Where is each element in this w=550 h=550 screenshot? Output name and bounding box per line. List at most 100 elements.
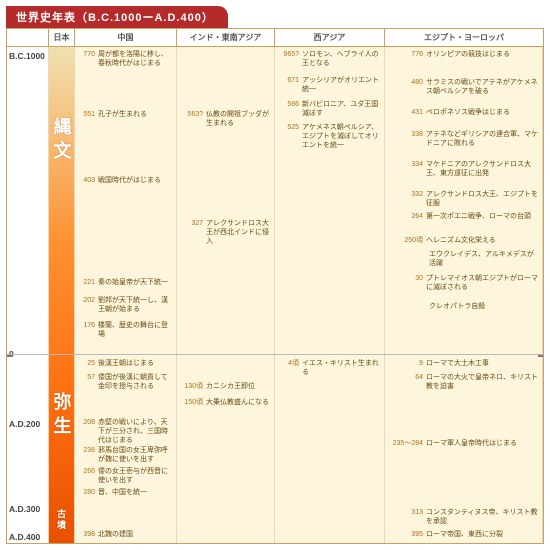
event-text: カニシカ王即位 — [206, 383, 255, 392]
event-year: 563? — [179, 111, 203, 129]
event-text: ソロモン、ヘブライ人の王となる — [302, 51, 382, 69]
event: 202劉邦が天下統一し、漢王朝が始まる — [77, 297, 174, 315]
event-text: サラミスの戦いでアテネがアケメネス朝ペルシアを破る — [426, 79, 540, 97]
event-text: ヘレニズム文化栄える — [426, 237, 496, 246]
hdr-egypt: エジプト・ヨーロッパ — [385, 29, 543, 46]
event-text: イエス・キリスト生まれる — [302, 360, 382, 378]
event-text: アレクサンドロス大王、エジプトを征服 — [426, 191, 540, 209]
event-year: 150頃 — [179, 399, 203, 408]
body-grid: B.C.10000A.D.200A.D.300A.D.400 縄文弥生古墳 77… — [7, 47, 543, 543]
event: 250頃ヘレニズム文化栄える — [387, 237, 540, 246]
event-year: 64 — [387, 374, 423, 392]
event-text: アテネなどギリシアの連合軍、マケドニアに敗れる — [426, 131, 540, 149]
event-text: 周が都を洛陽に移し、春秋時代がはじまる — [98, 51, 174, 69]
event-text: ペロポネソス戦争はじまる — [426, 109, 510, 118]
event-text: 第一次ポエニ戦争、ローマの台頭 — [426, 213, 531, 222]
event-year: 266 — [77, 468, 95, 486]
event-text: 仏教の開祖ブッダが生まれる — [206, 111, 272, 129]
event: 770周が都を洛陽に移し、春秋時代がはじまる — [77, 51, 174, 69]
event-text: 北魏の建国 — [98, 531, 133, 540]
event: 671アッシリアがオリエント統一 — [277, 77, 382, 95]
event: 130頃カニシカ王即位 — [179, 383, 272, 392]
event-year: 525 — [277, 124, 299, 150]
event-year: 671 — [277, 77, 299, 95]
hdr-japan: 日本 — [49, 29, 75, 46]
event: 332アレクサンドロス大王、エジプトを征服 — [387, 191, 540, 209]
event-year: 202 — [77, 297, 95, 315]
event-text: アッシリアがオリエント統一 — [302, 77, 382, 95]
event-text: クレオパトラ自殺 — [429, 303, 485, 312]
event-year: 280 — [77, 489, 95, 498]
event: 208赤壁の戦いにより、天下が三分され、三国時代はじまる — [77, 419, 174, 445]
event-year: 264 — [387, 213, 423, 222]
event-text: エウクレイデス、アルキメデスが活躍 — [429, 251, 540, 269]
year-marker: A.D.300 — [9, 504, 40, 514]
event: 338アテネなどギリシアの連合軍、マケドニアに敗れる — [387, 131, 540, 149]
event: 403戦国時代がはじまる — [77, 177, 174, 186]
event-year: 334 — [387, 161, 423, 179]
event: 480サラミスの戦いでアテネがアケメネス朝ペルシアを破る — [387, 79, 540, 97]
col-wasia: 965?ソロモン、ヘブライ人の王となる671アッシリアがオリエント統一586新バ… — [275, 47, 385, 543]
year-marker: A.D.400 — [9, 532, 40, 542]
event-year: 250頃 — [387, 237, 423, 246]
event-year: 431 — [387, 109, 423, 118]
event-year: 770 — [77, 51, 95, 69]
event-year: 965? — [277, 51, 299, 69]
event: 563?仏教の開祖ブッダが生まれる — [179, 111, 272, 129]
col-egypt: 776オリンピアの競技はじまる480サラミスの戦いでアテネがアケメネス朝ペルシア… — [385, 47, 543, 543]
col-china: 770周が都を洛陽に移し、春秋時代がはじまる 551孔子が生まれる 403戦国時代が… — [75, 47, 177, 543]
event: 30プトレマイオス朝エジプトがローマに滅ぼされる — [387, 275, 540, 293]
event-text: 新バビロニア、ユダ王国滅ぼす — [302, 101, 382, 119]
event: 334マケドニアのアレクサンドロス大王、東方遠征に出発 — [387, 161, 540, 179]
event-year: 30 — [387, 275, 423, 293]
event-text: マケドニアのアレクサンドロス大王、東方遠征に出発 — [426, 161, 540, 179]
event: 238邪馬台国の女王卑弥呼が魏に使いを出す — [77, 447, 174, 465]
event: 965?ソロモン、ヘブライ人の王となる — [277, 51, 382, 69]
event-text: ローマ軍人皇帝時代はじまる — [426, 440, 517, 449]
event-text: 孔子が生まれる — [98, 111, 147, 120]
hdr-india: インド・東南アジア — [177, 29, 275, 46]
event: 551孔子が生まれる — [77, 111, 174, 120]
event: 4頃イエス・キリスト生まれる — [277, 360, 382, 378]
event: 398北魏の建国 — [77, 531, 174, 540]
col-year: B.C.10000A.D.200A.D.300A.D.400 — [7, 47, 49, 543]
event-text: 楼蘭、歴史の舞台に登場 — [98, 322, 174, 340]
event-text: 晋、中国を統一 — [98, 489, 147, 498]
event-text: 劉邦が天下統一し、漢王朝が始まる — [98, 297, 174, 315]
event-year: 130頃 — [179, 383, 203, 392]
event: 57倭国が後漢に朝貢して金印を授与される — [77, 374, 174, 392]
event-year: 238 — [77, 447, 95, 465]
event-year: 403 — [77, 177, 95, 186]
event-text: ローマの大火で皇帝ネロ、キリスト教を迫害 — [426, 374, 540, 392]
event-text: 秦の始皇帝が天下統一 — [98, 279, 168, 288]
event-year: 57 — [77, 374, 95, 392]
event: 221秦の始皇帝が天下統一 — [77, 279, 174, 288]
event: 327アレクサンドロス大王が西北インドに侵入 — [179, 220, 272, 246]
event-text: 大乗仏教盛んになる — [206, 399, 269, 408]
event: 525アケメネス朝ペルシア、エジプトを滅ぼしてオリエントを統一 — [277, 124, 382, 150]
event-text: ローマ帝国、東西に分裂 — [426, 531, 503, 540]
event-year: 395 — [387, 531, 423, 540]
event: 266倭の女王壱与が西晋に使いを出す — [77, 468, 174, 486]
header-row: 日本 中国 インド・東南アジア 西アジア エジプト・ヨーロッパ — [7, 29, 543, 47]
event-text: 倭の女王壱与が西晋に使いを出す — [98, 468, 174, 486]
event-year: 332 — [387, 191, 423, 209]
event-year: 235〜284 — [387, 440, 423, 449]
event: 150頃大乗仏教盛んになる — [179, 399, 272, 408]
event-text: 邪馬台国の女王卑弥呼が魏に使いを出す — [98, 447, 174, 465]
event: エウクレイデス、アルキメデスが活躍 — [387, 251, 540, 269]
event-year: 338 — [387, 131, 423, 149]
event: 313コンスタンティヌス帝、キリスト教を承認 — [387, 509, 540, 527]
event-year: 4頃 — [277, 360, 299, 378]
event-year: 313 — [387, 509, 423, 527]
hdr-year — [7, 29, 49, 46]
title-tab: 世界史年表（B.C.1000ーA.D.400） — [6, 6, 228, 28]
hdr-china: 中国 — [75, 29, 177, 46]
year-marker: A.D.200 — [9, 419, 40, 429]
year-marker: B.C.1000 — [9, 51, 45, 61]
col-japan: 縄文弥生古墳 — [49, 47, 75, 543]
era-label: 縄文 — [49, 117, 75, 165]
event-text: アレクサンドロス大王が西北インドに侵入 — [206, 220, 272, 246]
event-year: 176 — [77, 322, 95, 340]
event: クレオパトラ自殺 — [387, 303, 540, 312]
